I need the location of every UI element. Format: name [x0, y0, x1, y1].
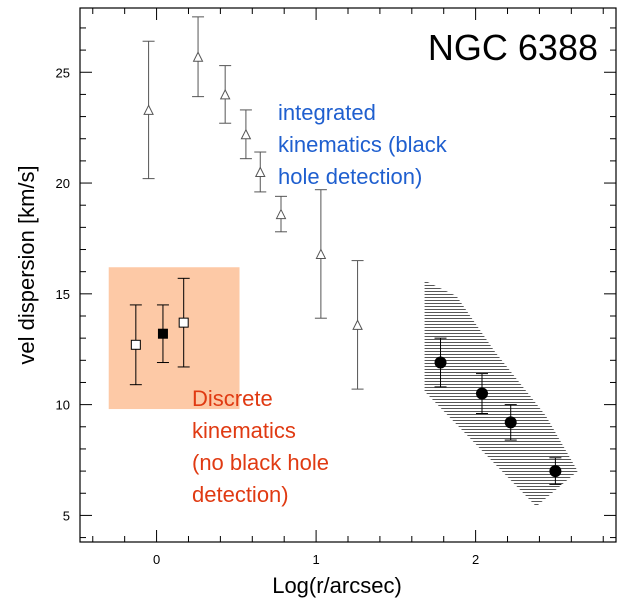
integrated-annotation-line: integrated: [278, 100, 376, 125]
integrated-annotation-line: kinematics (black: [278, 132, 448, 157]
x-axis-label: Log(r/arcsec): [272, 573, 402, 598]
y-tick-label: 5: [63, 508, 70, 523]
chart-title: NGC 6388: [428, 27, 598, 68]
triangle-marker: [240, 128, 252, 140]
y-tick-label: 15: [56, 287, 70, 302]
filled-circle-marker: [476, 387, 488, 400]
discrete-annotation-line: (no black hole: [192, 450, 329, 475]
x-tick-label: 1: [312, 552, 319, 567]
hatched-model-region: [424, 280, 578, 507]
x-tick-label: 2: [472, 552, 479, 567]
y-tick-label: 20: [56, 176, 70, 191]
triangle-marker: [275, 208, 287, 220]
y-tick-label: 10: [56, 398, 70, 413]
discrete-annotation: Discrete kinematics (no black hole detec…: [192, 386, 335, 507]
discrete-annotation-line: detection): [192, 482, 289, 507]
triangle-marker: [143, 104, 154, 115]
open-square-marker: [178, 317, 189, 328]
y-tick-label: 25: [56, 65, 70, 80]
discrete-annotation-line: kinematics: [192, 418, 296, 443]
triangle-marker: [254, 166, 266, 177]
filled-square-marker: [157, 328, 168, 339]
triangle-marker: [315, 248, 327, 259]
filled-circle-marker: [549, 465, 562, 478]
integrated-annotation: integrated kinematics (black hole detect…: [278, 100, 453, 189]
filled-circle-marker: [504, 416, 517, 429]
integrated-annotation-line: hole detection): [278, 164, 422, 189]
y-axis-label: vel dispersion [km/s]: [14, 165, 39, 364]
open-square-marker: [130, 339, 141, 350]
discrete-kinematics-box: [108, 267, 240, 410]
filled-circle-marker: [434, 356, 447, 369]
triangle-marker: [352, 319, 363, 330]
plot-frame: [79, 7, 617, 543]
x-tick-label: 0: [153, 552, 160, 567]
discrete-annotation-line: Discrete: [192, 386, 273, 411]
data-series: [129, 16, 562, 485]
triangle-marker: [192, 51, 204, 62]
triangle-marker: [219, 88, 231, 100]
